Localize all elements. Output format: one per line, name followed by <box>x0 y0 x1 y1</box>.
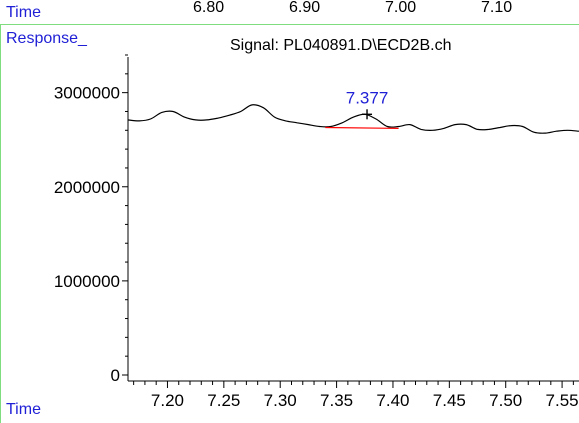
x-tick-label: 7.35 <box>320 391 353 410</box>
peak-baseline <box>325 126 399 130</box>
bottom-time-label: Time <box>6 401 41 418</box>
peak-label: 7.377 <box>346 88 389 107</box>
x-tick-label: 7.45 <box>433 391 466 410</box>
chart-title: Signal: PL040891.D\ECD2B.ch <box>230 37 452 54</box>
top-tick-label: 6.90 <box>289 0 321 16</box>
top-time-label: Time <box>6 4 41 21</box>
header-divider <box>0 24 579 25</box>
signal-trace <box>127 104 579 134</box>
y-tick-label: 2000000 <box>54 178 120 197</box>
x-tick-label: 7.20 <box>151 391 184 410</box>
top-tick-label: 7.10 <box>481 0 513 16</box>
x-tick-label: 7.25 <box>207 391 240 410</box>
y-tick-label: 3000000 <box>54 84 120 103</box>
top-tick-label: 7.00 <box>385 0 417 16</box>
left-divider <box>0 24 1 423</box>
x-tick-label: 7.55 <box>546 391 579 410</box>
x-tick-label: 7.40 <box>376 391 409 410</box>
top-tick-label: 6.80 <box>193 0 225 16</box>
y-tick-label: 1000000 <box>54 272 120 291</box>
x-tick-label: 7.50 <box>489 391 522 410</box>
x-tick-label: 7.30 <box>264 391 297 410</box>
response-label: Response_ <box>6 30 87 47</box>
y-tick-label: 0 <box>111 366 120 385</box>
